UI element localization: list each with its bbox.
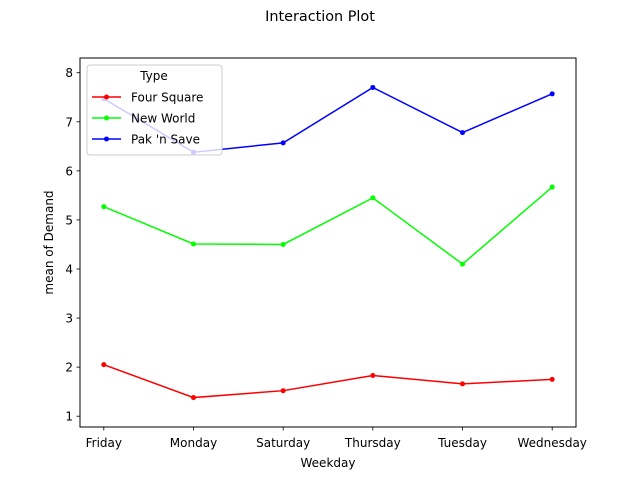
x-tick-label: Tuesday: [437, 436, 487, 450]
y-tick-label: 4: [65, 262, 73, 276]
y-axis-label: mean of Demand: [42, 190, 56, 294]
series-line-four-square: [103, 363, 553, 399]
data-point-new-world: [190, 241, 196, 247]
data-point-pak-n-save: [460, 130, 466, 136]
data-point-four-square: [460, 381, 466, 387]
data-point-pak-n-save: [549, 91, 555, 97]
x-axis: Friday Monday Saturday Thursday Tuesday Wedne…: [86, 427, 587, 450]
legend-marker-four-square: [104, 94, 109, 100]
data-point-pak-n-save: [370, 84, 376, 90]
x-tick-label: Saturday: [256, 436, 310, 450]
data-point-four-square: [101, 362, 107, 368]
data-point-new-world: [370, 195, 376, 201]
y-tick-label: 6: [65, 164, 73, 178]
y-tick-label: 5: [65, 213, 73, 227]
x-tick-label: Thursday: [344, 436, 401, 450]
data-point-pak-n-save: [280, 140, 286, 146]
x-tick-label: Friday: [86, 436, 122, 450]
series-line-new-world: [103, 186, 553, 266]
data-point-four-square: [280, 388, 286, 394]
legend-marker-new-world: [104, 115, 109, 121]
legend-marker-pak-n-save: [104, 136, 109, 142]
legend-label-four-square: Four Square: [131, 91, 203, 105]
data-point-new-world: [549, 184, 555, 190]
legend-box: [86, 64, 223, 156]
data-point-four-square: [190, 395, 196, 401]
y-tick-label: 7: [65, 115, 73, 129]
x-tick-label: Monday: [170, 436, 217, 450]
legend-title: Type: [139, 69, 168, 83]
data-point-new-world: [101, 204, 107, 210]
chart-title: Interaction Plot: [265, 9, 375, 25]
x-tick-label: Wednesday: [517, 436, 586, 450]
data-point-four-square: [370, 372, 376, 378]
y-tick-label: 3: [65, 312, 73, 326]
data-point-new-world: [280, 241, 286, 247]
legend-label-pak-n-save: Pak 'n Save: [131, 133, 200, 147]
y-tick-label: 1: [65, 410, 73, 424]
x-axis-label: Weekday: [301, 456, 356, 470]
y-axis: 1 2 3 4 5 6 7 8: [65, 66, 80, 424]
legend: Type Four Square New World Pak 'n Save: [86, 64, 223, 156]
series-layer: [101, 84, 555, 401]
data-point-four-square: [549, 376, 555, 382]
legend-label-new-world: New World: [131, 112, 195, 126]
y-tick-label: 2: [65, 361, 73, 375]
y-tick-label: 8: [65, 66, 73, 80]
data-point-new-world: [460, 261, 466, 267]
